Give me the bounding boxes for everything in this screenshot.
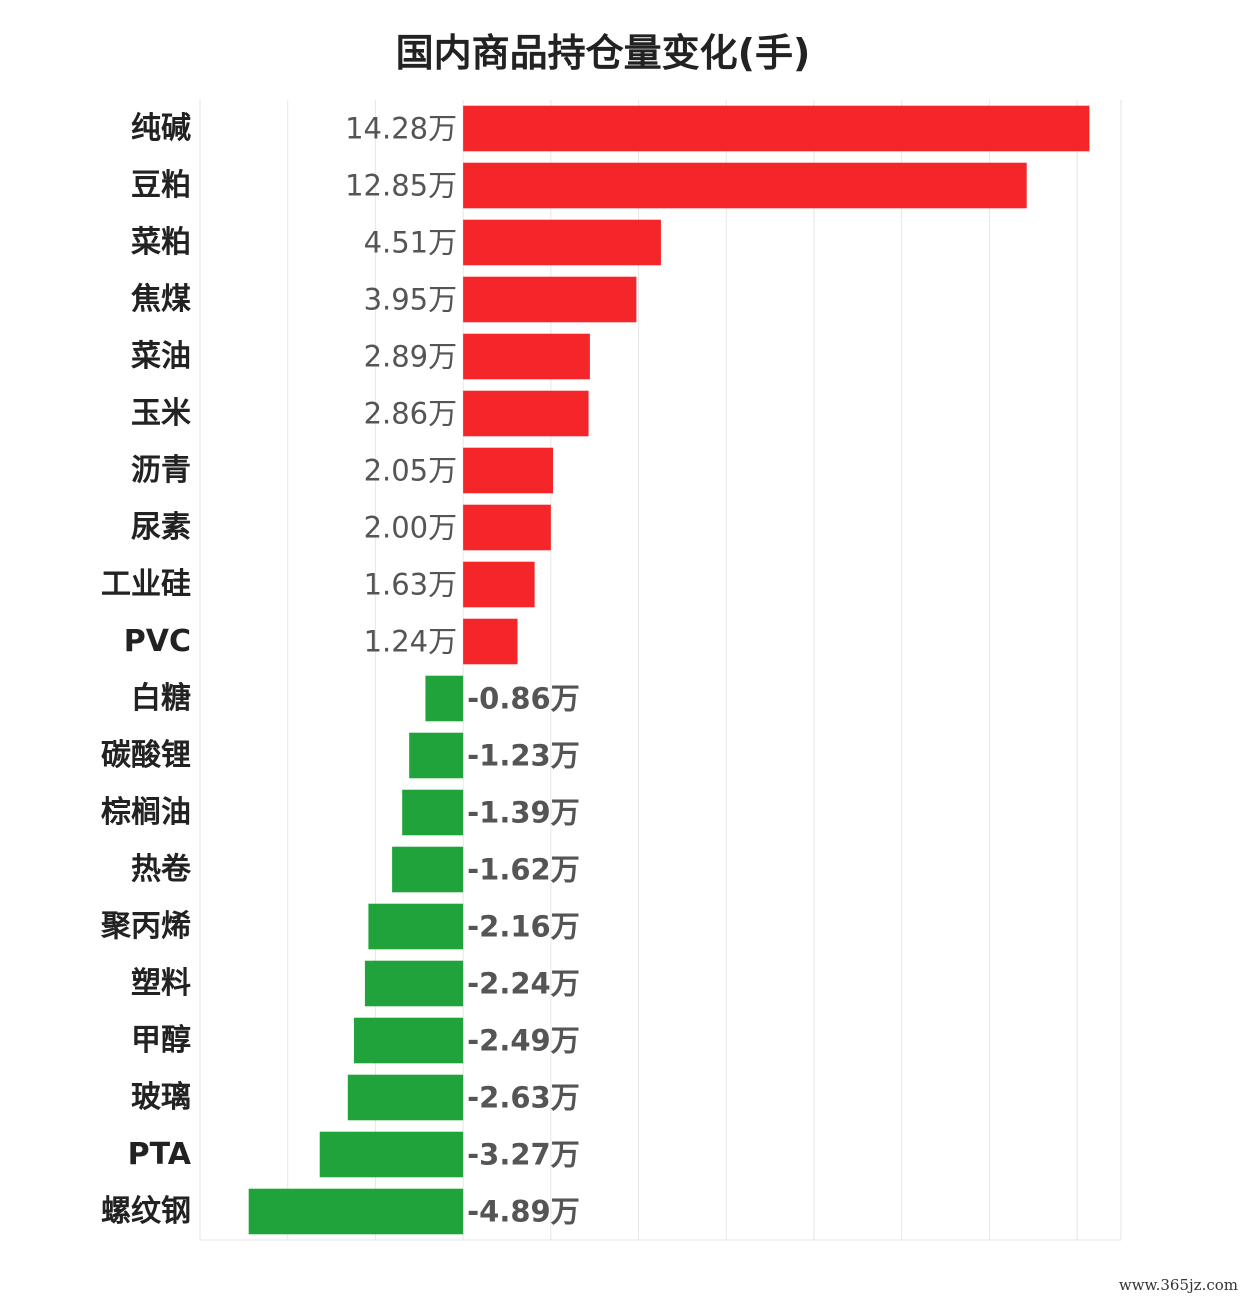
bar: [463, 390, 589, 437]
value-label: -1.39万: [467, 796, 580, 830]
category-label: 尿素: [131, 510, 191, 545]
category-label: 纯碱: [131, 111, 191, 146]
value-label: -1.23万: [467, 739, 580, 773]
value-label: -0.86万: [467, 682, 580, 716]
bar: [463, 618, 518, 665]
category-label: 白糖: [131, 681, 191, 716]
bar: [463, 504, 551, 551]
value-label: 4.51万: [364, 226, 458, 260]
value-label: 2.86万: [364, 397, 458, 431]
value-label: 1.63万: [364, 568, 458, 602]
bar: [402, 789, 464, 836]
value-label: -2.63万: [467, 1081, 580, 1115]
value-label: -2.49万: [467, 1024, 580, 1058]
chart-title: 国内商品持仓量变化(手): [395, 31, 811, 75]
value-label: 2.00万: [364, 511, 458, 545]
bar: [392, 846, 464, 893]
category-label: 塑料: [131, 966, 191, 1001]
category-label: 工业硅: [101, 567, 191, 602]
bar: [364, 960, 464, 1007]
category-label: 沥青: [131, 453, 191, 488]
category-label: 豆粕: [131, 168, 191, 203]
bar: [409, 732, 464, 779]
value-label: -2.16万: [467, 910, 580, 944]
category-label: 热卷: [131, 852, 192, 887]
value-label: 2.05万: [364, 454, 458, 488]
category-label: 碳酸锂: [101, 738, 191, 773]
value-label: 1.24万: [364, 625, 458, 659]
category-label: 棕榈油: [101, 795, 191, 830]
value-label: 3.95万: [364, 283, 458, 317]
bar: [463, 447, 554, 494]
bar: [319, 1131, 464, 1178]
bar: [463, 561, 535, 608]
bar: [463, 219, 661, 266]
bar: [463, 333, 590, 380]
value-label: -1.62万: [467, 853, 580, 887]
category-label: 菜粕: [131, 225, 191, 260]
bar: [463, 276, 637, 323]
bar: [425, 675, 464, 722]
value-label: 12.85万: [345, 169, 457, 203]
value-label: -4.89万: [467, 1195, 580, 1229]
watermark: www.365jz.com: [1118, 1276, 1238, 1294]
bars: [248, 105, 1090, 1235]
value-label: 14.28万: [345, 112, 457, 146]
category-label: 玉米: [131, 396, 191, 431]
category-label: 菜油: [131, 339, 191, 374]
bar: [463, 105, 1090, 152]
category-label: 焦煤: [131, 282, 191, 317]
category-label: PTA: [128, 1137, 192, 1172]
grid-lines: [199, 100, 1122, 1241]
bar: [368, 903, 464, 950]
category-label: 甲醇: [131, 1023, 191, 1058]
bar: [353, 1017, 464, 1064]
category-label: 聚丙烯: [100, 909, 191, 944]
category-label: PVC: [124, 624, 191, 659]
value-label: 2.89万: [364, 340, 458, 374]
category-label: 螺纹钢: [101, 1194, 191, 1229]
bar: [463, 162, 1027, 209]
value-label: -3.27万: [467, 1138, 580, 1172]
bar: [347, 1074, 464, 1121]
bar: [248, 1188, 464, 1235]
value-label: -2.24万: [467, 967, 580, 1001]
category-label: 玻璃: [131, 1080, 191, 1115]
